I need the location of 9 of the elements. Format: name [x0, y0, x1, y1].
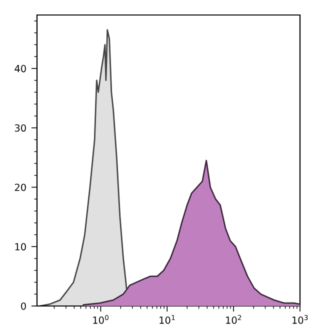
x-tick-label: 10$^{2}$ — [226, 314, 242, 324]
y-tick-label: 10 — [15, 243, 26, 250]
y-tick-label: 30 — [14, 124, 26, 132]
x-tick-label: 10$^{3}$ — [292, 314, 308, 324]
x-tick-label: 10$^{1}$ — [160, 315, 175, 324]
y-tick-label: 40 — [14, 64, 26, 72]
y-tick-label: 0 — [21, 302, 26, 310]
x-tick-label: 10$^{0}$ — [93, 314, 108, 324]
y-tick-label: 20 — [14, 184, 26, 192]
